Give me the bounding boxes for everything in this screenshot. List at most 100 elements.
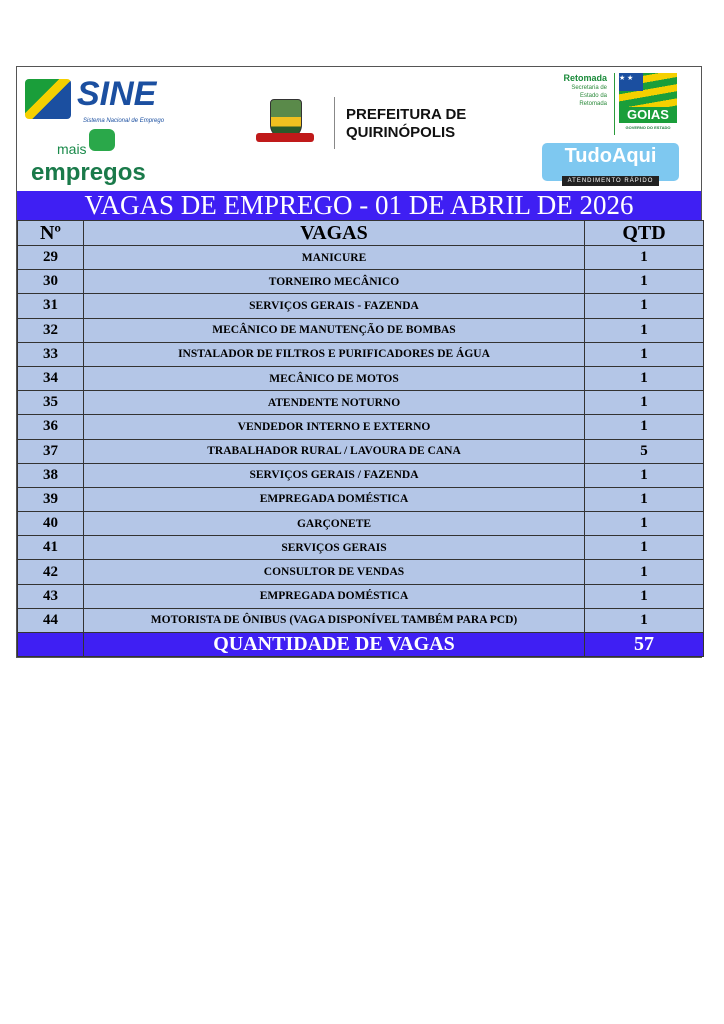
job-listing-sheet: SINE Sistema Nacional de Emprego mais em… bbox=[16, 66, 704, 658]
retomada-line3: Retomada bbox=[579, 101, 607, 107]
job-number: 42 bbox=[17, 559, 84, 585]
brazil-flag-icon bbox=[25, 79, 71, 119]
table-row: 36 VENDEDOR INTERNO E EXTERNO 1 bbox=[17, 414, 704, 440]
tudo-aqui-logo: TudoAqui ATENDIMENTO RÁPIDO bbox=[542, 143, 679, 186]
person-icon bbox=[89, 129, 115, 151]
table-row: 43 EMPREGADA DOMÉSTICA 1 bbox=[17, 583, 704, 609]
table-row: 39 EMPREGADA DOMÉSTICA 1 bbox=[17, 486, 704, 513]
job-number: 39 bbox=[17, 486, 84, 513]
job-title: TORNEIRO MECÂNICO bbox=[83, 269, 585, 295]
table-row: 41 SERVIÇOS GERAIS 1 bbox=[17, 535, 704, 561]
job-title: SERVIÇOS GERAIS / FAZENDA bbox=[83, 462, 585, 488]
job-quantity: 1 bbox=[584, 269, 704, 295]
table-row: 37 TRABALHADOR RURAL / LAVOURA DE CANA 5 bbox=[17, 438, 704, 464]
jobs-table: Nº VAGAS QTD 29 MANICURE 1 30 TORNEIRO MECÂN… bbox=[17, 220, 704, 657]
goias-logo: ★ ★ GOIAS GOVERNO DO ESTADO bbox=[619, 73, 677, 135]
job-number: 43 bbox=[17, 583, 84, 609]
empregos-text: empregos bbox=[31, 159, 146, 186]
job-quantity: 1 bbox=[584, 293, 704, 319]
job-title: EMPREGADA DOMÉSTICA bbox=[83, 583, 585, 609]
job-title: EMPREGADA DOMÉSTICA bbox=[83, 486, 585, 513]
total-value: 57 bbox=[584, 632, 704, 657]
retomada-line1: Secretaria de bbox=[571, 85, 607, 91]
job-quantity: 1 bbox=[584, 486, 704, 513]
sine-logo: SINE Sistema Nacional de Emprego bbox=[25, 75, 175, 127]
job-number: 35 bbox=[17, 390, 84, 416]
prefeitura-text: PREFEITURA DE QUIRINÓPOLIS bbox=[346, 106, 466, 142]
job-quantity: 1 bbox=[584, 535, 704, 561]
job-quantity: 1 bbox=[584, 583, 704, 609]
prefeitura-line1: PREFEITURA DE bbox=[346, 106, 467, 123]
prefeitura-line2: QUIRINÓPOLIS bbox=[346, 124, 456, 141]
table-row: 44 MOTORISTA DE ÔNIBUS (VAGA DISPONÍVEL T… bbox=[17, 607, 704, 634]
job-title: CONSULTOR DE VENDAS bbox=[83, 559, 585, 585]
job-quantity: 1 bbox=[584, 365, 704, 392]
divider bbox=[334, 97, 335, 149]
job-number: 33 bbox=[17, 341, 84, 367]
job-title: VENDEDOR INTERNO E EXTERNO bbox=[83, 414, 585, 440]
header-vagas: VAGAS bbox=[83, 220, 585, 246]
goias-sub: GOVERNO DO ESTADO bbox=[625, 125, 671, 130]
job-title: SERVIÇOS GERAIS - FAZENDA bbox=[83, 293, 585, 319]
job-number: 37 bbox=[17, 438, 84, 464]
job-title: SERVIÇOS GERAIS bbox=[83, 535, 585, 561]
mais-empregos-logo: mais empregos bbox=[31, 129, 161, 187]
job-quantity: 1 bbox=[584, 390, 704, 416]
total-row: QUANTIDADE DE VAGAS 57 bbox=[17, 632, 704, 657]
retomada-line2: Estado da bbox=[579, 93, 607, 99]
table-row: 42 CONSULTOR DE VENDAS 1 bbox=[17, 559, 704, 585]
logo-header: SINE Sistema Nacional de Emprego mais em… bbox=[17, 67, 701, 191]
job-number: 41 bbox=[17, 535, 84, 561]
page-title: VAGAS DE EMPREGO - 01 DE ABRIL DE 2026 bbox=[17, 191, 701, 220]
city-crest-icon bbox=[254, 99, 316, 147]
table-row: 32 MECÂNICO DE MANUTENÇÃO DE BOMBAS 1 bbox=[17, 317, 704, 343]
header-number: Nº bbox=[17, 220, 84, 246]
job-number: 36 bbox=[17, 414, 84, 440]
table-row: 31 SERVIÇOS GERAIS - FAZENDA 1 bbox=[17, 293, 704, 319]
job-title: MANICURE bbox=[83, 244, 585, 271]
job-number: 30 bbox=[17, 269, 84, 295]
table-row: 40 GARÇONETE 1 bbox=[17, 511, 704, 537]
job-quantity: 1 bbox=[584, 317, 704, 343]
job-quantity: 1 bbox=[584, 414, 704, 440]
table-row: 38 SERVIÇOS GERAIS / FAZENDA 1 bbox=[17, 462, 704, 488]
job-title: MECÂNICO DE MOTOS bbox=[83, 365, 585, 392]
job-title: MECÂNICO DE MANUTENÇÃO DE BOMBAS bbox=[83, 317, 585, 343]
tudo-aqui-sub: ATENDIMENTO RÁPIDO bbox=[561, 176, 660, 186]
job-number: 31 bbox=[17, 293, 84, 319]
sine-logo-text: SINE bbox=[77, 75, 157, 113]
job-number: 29 bbox=[17, 244, 84, 271]
header-qtd: QTD bbox=[584, 220, 704, 246]
table-row: 34 MECÂNICO DE MOTOS 1 bbox=[17, 365, 704, 392]
job-title: GARÇONETE bbox=[83, 511, 585, 537]
job-number: 38 bbox=[17, 462, 84, 488]
table-row: 29 MANICURE 1 bbox=[17, 244, 704, 271]
table-row: 30 TORNEIRO MECÂNICO 1 bbox=[17, 269, 704, 295]
divider bbox=[614, 73, 615, 135]
job-title: INSTALADOR DE FILTROS E PURIFICADORES DE… bbox=[83, 341, 585, 367]
job-number: 44 bbox=[17, 607, 84, 634]
retomada-name: Retomada bbox=[563, 73, 607, 83]
table-row: 35 ATENDENTE NOTURNO 1 bbox=[17, 390, 704, 416]
stars-icon: ★ ★ bbox=[619, 73, 643, 91]
job-quantity: 5 bbox=[584, 438, 704, 464]
job-quantity: 1 bbox=[584, 511, 704, 537]
tudo-aqui-name: TudoAqui bbox=[564, 145, 657, 167]
sine-logo-subtitle: Sistema Nacional de Emprego bbox=[83, 118, 165, 124]
mais-text: mais bbox=[57, 141, 87, 157]
total-empty-cell bbox=[17, 632, 84, 657]
job-number: 40 bbox=[17, 511, 84, 537]
job-quantity: 1 bbox=[584, 244, 704, 271]
retomada-logo: Retomada Secretaria de Estado da Retomad… bbox=[537, 73, 615, 135]
job-quantity: 1 bbox=[584, 559, 704, 585]
job-title: TRABALHADOR RURAL / LAVOURA DE CANA bbox=[83, 438, 585, 464]
goias-name: GOIAS bbox=[619, 107, 677, 123]
total-label: QUANTIDADE DE VAGAS bbox=[83, 632, 585, 657]
job-quantity: 1 bbox=[584, 607, 704, 634]
job-quantity: 1 bbox=[584, 462, 704, 488]
job-number: 34 bbox=[17, 365, 84, 392]
job-number: 32 bbox=[17, 317, 84, 343]
job-title: MOTORISTA DE ÔNIBUS (VAGA DISPONÍVEL TAM… bbox=[83, 607, 585, 634]
job-title: ATENDENTE NOTURNO bbox=[83, 390, 585, 416]
job-quantity: 1 bbox=[584, 341, 704, 367]
